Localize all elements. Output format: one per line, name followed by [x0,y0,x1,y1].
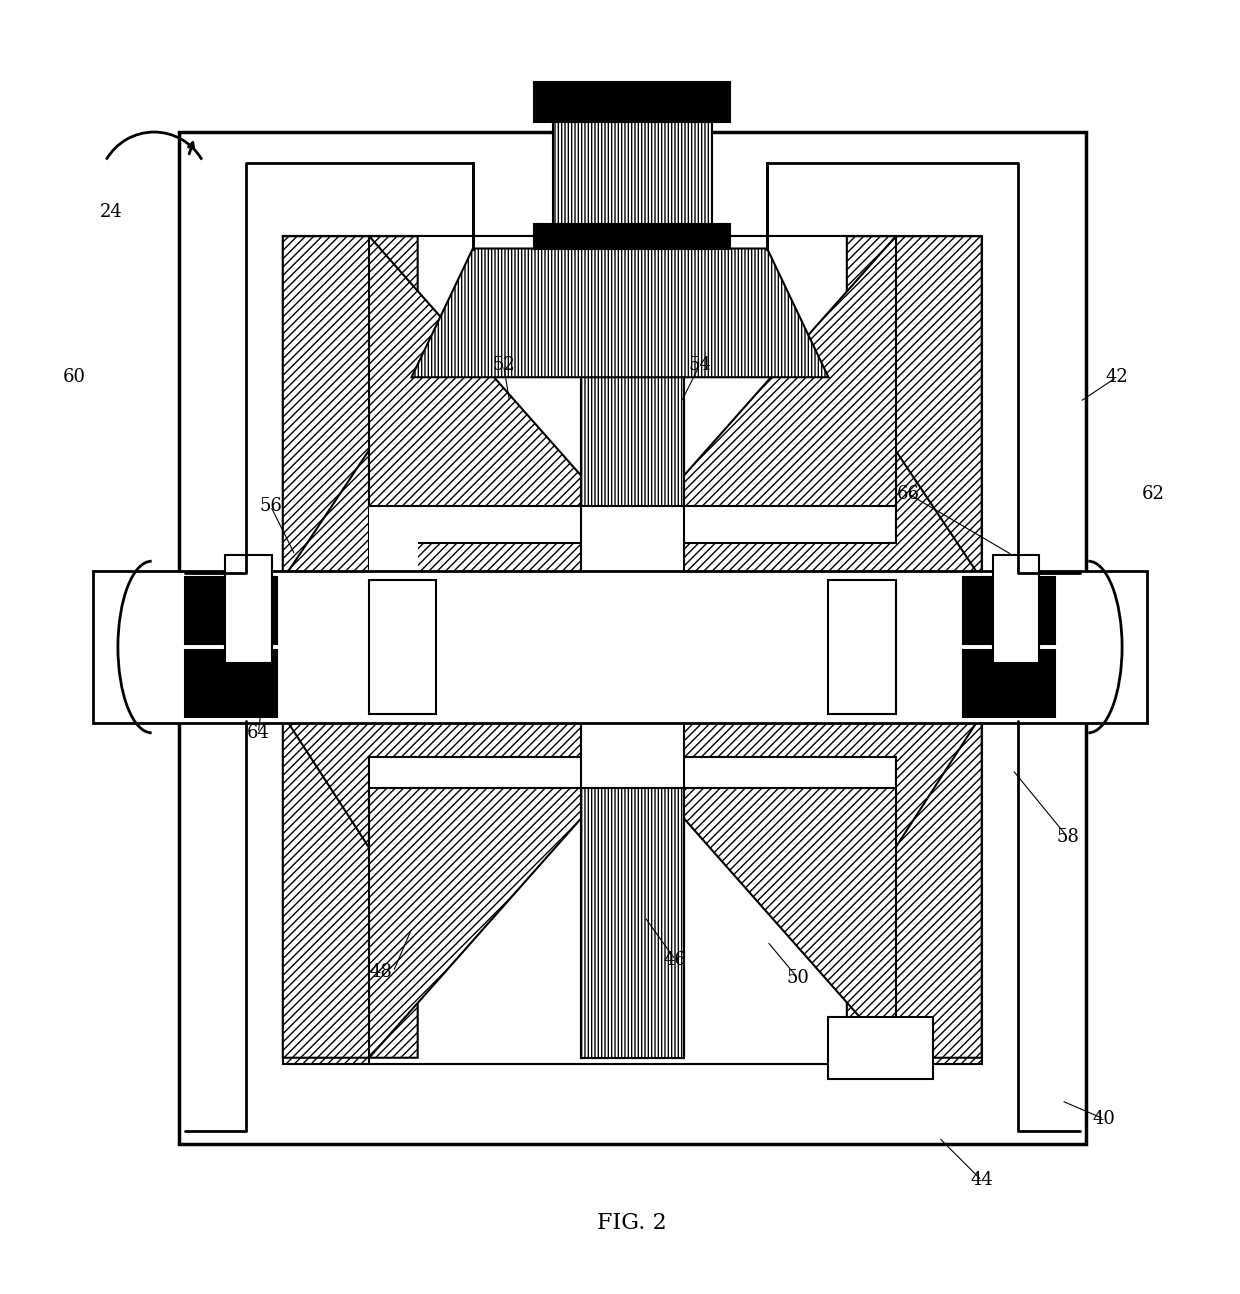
Text: 56: 56 [259,497,281,515]
Text: 62: 62 [1142,485,1164,503]
Bar [828,1017,932,1079]
Polygon shape [368,788,608,1057]
Bar [580,714,683,1057]
Bar [185,577,277,644]
Polygon shape [283,237,368,580]
Polygon shape [657,237,895,506]
Bar [553,107,712,248]
Text: FIG. 2: FIG. 2 [598,1212,667,1234]
Bar [179,132,1086,1144]
Polygon shape [847,714,982,1057]
Text: 60: 60 [63,369,86,386]
Polygon shape [412,248,828,378]
Bar [283,237,982,580]
Text: 24: 24 [99,203,123,221]
Text: 66: 66 [897,485,920,503]
Bar [534,82,730,122]
Text: 50: 50 [786,969,810,987]
Bar [993,555,1039,663]
Text: 44: 44 [971,1171,993,1189]
Text: 64: 64 [247,723,270,741]
Text: 46: 46 [663,951,687,969]
Text: 52: 52 [492,356,515,374]
Text: 48: 48 [370,963,392,981]
Text: 54: 54 [688,356,711,374]
Bar [534,224,730,248]
Bar [828,580,895,714]
Bar [283,714,982,1064]
Polygon shape [657,788,895,1057]
Bar [963,577,1055,644]
Bar [368,757,895,1064]
Bar [368,580,436,714]
Bar [368,237,895,542]
Polygon shape [283,237,418,580]
Text: 58: 58 [1056,828,1079,846]
Bar [226,555,272,663]
Text: 42: 42 [1105,369,1128,386]
Bar [93,571,1147,723]
Bar [580,237,683,506]
Bar [580,237,683,580]
Bar [580,788,683,1057]
Polygon shape [368,237,608,506]
Polygon shape [283,714,418,1057]
Bar [963,650,1055,717]
Polygon shape [847,237,982,580]
Bar [185,650,277,717]
Bar [368,237,418,580]
Text: 40: 40 [1092,1110,1116,1128]
